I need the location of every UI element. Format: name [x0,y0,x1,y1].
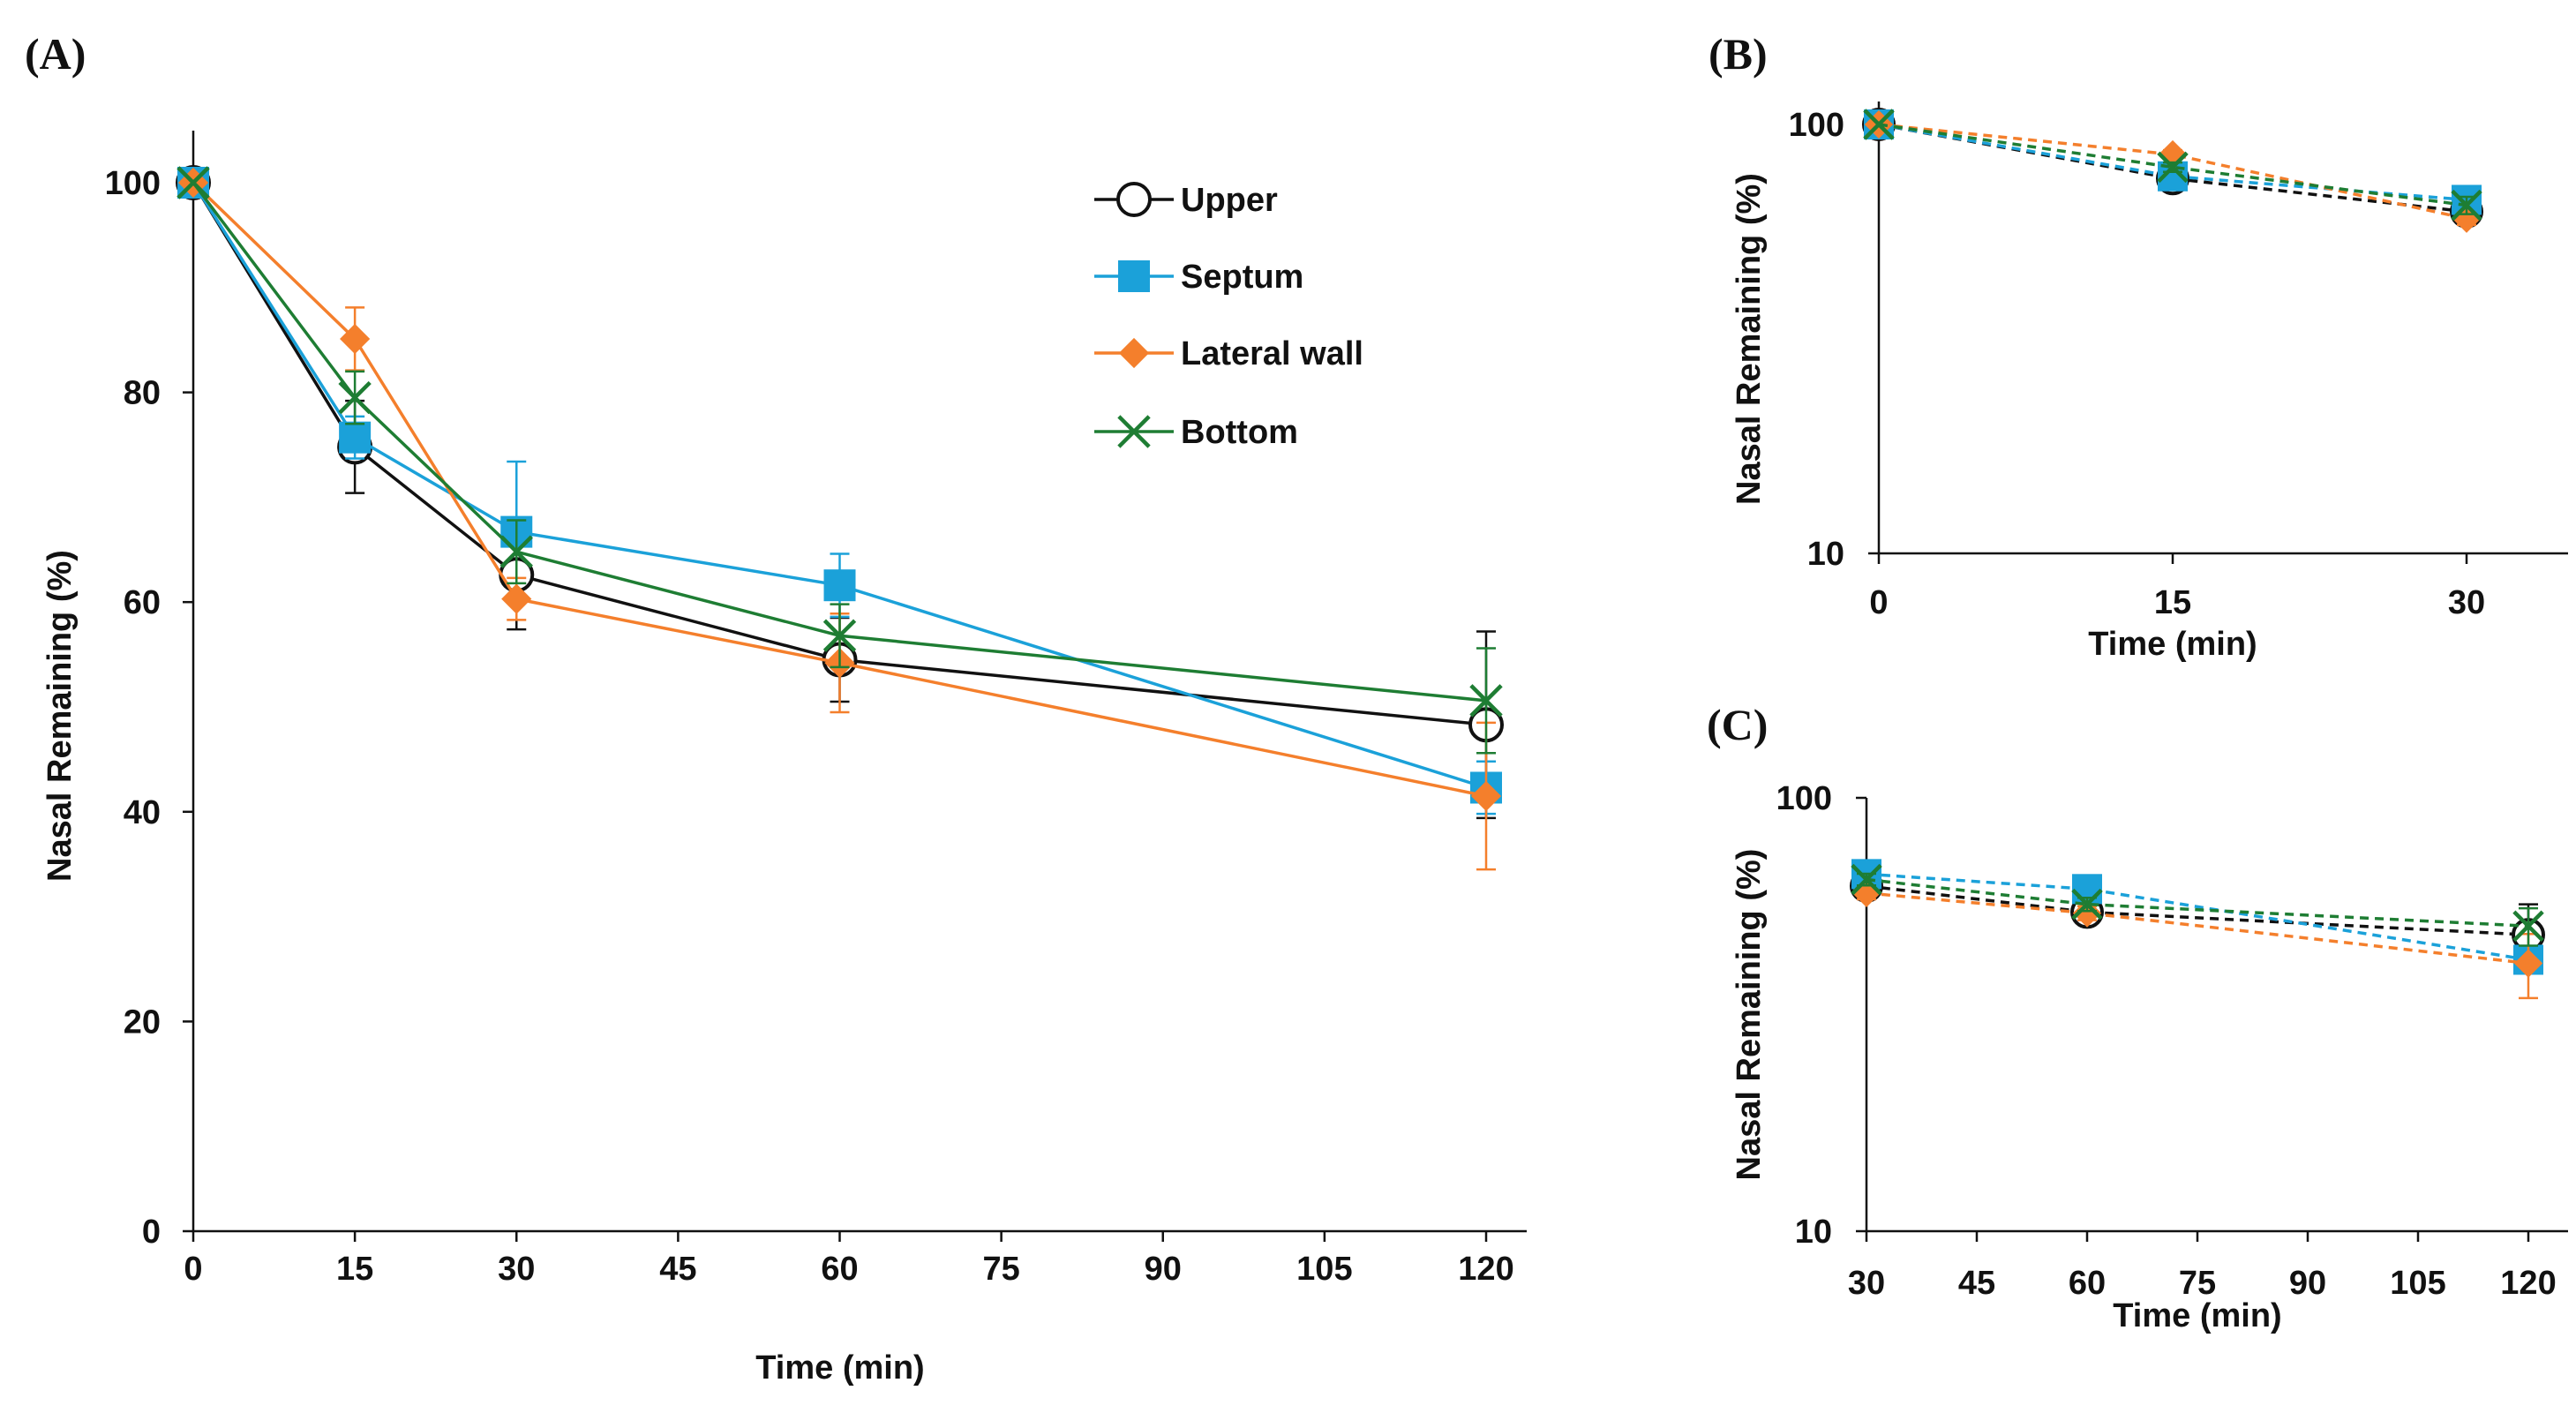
panel-a-point-septum [339,421,372,454]
panel-c-series-line-bottom [1866,877,2529,928]
panel-a-letter: (A) [25,29,86,79]
panel-c-x-tick-label: 120 [2500,1265,2556,1302]
legend-marker-septum [1118,260,1150,292]
panel-b-letter: (B) [1709,29,1768,79]
panel-b-point-bottom [2451,189,2482,222]
panel-c-point-bottom [1851,863,1882,896]
panel-a-x-axis-title: Time (min) [755,1349,924,1387]
panel-a-point-bottom [338,380,372,415]
panel-c-point-bottom [2512,910,2544,943]
panel-c-chart: 30 45 60 75 90 105 120 10 100 Time (min) Nasal Rem… [1731,780,2568,1334]
panel-a-point-bottom [176,166,210,199]
panel-a-y-tick-label: 20 [124,1003,161,1041]
panel-c-point-bottom [2071,888,2103,921]
panel-b-point-bottom [2157,151,2189,184]
panel-c-x-tick-label: 105 [2390,1265,2445,1302]
panel-a-x-tick-label: 0 [184,1251,202,1288]
panel-b-point-lateral [2452,204,2482,233]
panel-c-x-tick-label: 75 [2179,1265,2216,1302]
panel-a-x-tick-label: 105 [1296,1251,1352,1288]
panel-a-x-tick-label: 120 [1458,1251,1513,1288]
panel-c-x-tick-label: 90 [2289,1265,2326,1302]
panel-c-y-axis-title: Nasal Remaining (%) [1731,849,1768,1181]
panel-c-point-lateral [2513,949,2543,978]
panel-a-x-tick-label: 90 [1145,1251,1182,1288]
panel-a-y-tick-label: 60 [124,584,161,621]
panel-a-y-tick-label: 0 [142,1214,161,1251]
panel-a-x-tick-label: 75 [982,1251,1019,1288]
panel-a-x-tick-label: 60 [821,1251,858,1288]
legend-label-lateral: Lateral wall [1181,335,1363,372]
panel-a-point-bottom [1469,684,1503,718]
panel-a-point-bottom [499,535,533,568]
panel-a-point-lateral [1470,780,1502,812]
panel-a-y-tick-label: 80 [124,375,161,412]
panel-c-y-tick-label: 100 [1776,780,1832,817]
panel-b-chart: 0 15 30 10 100 Time (min) Nasal Remaining (%) [1731,101,2568,663]
panel-b-x-axis-title: Time (min) [2088,626,2257,663]
legend-label-upper: Upper [1181,182,1278,219]
panel-c-x-axis-title: Time (min) [2113,1297,2281,1334]
legend-label-septum: Septum [1181,259,1303,296]
panel-a-point-bottom [822,619,857,652]
panel-b-series-line-lateral [1878,123,2467,221]
legend-marker-lateral [1118,337,1150,369]
panel-a-x-tick-label: 15 [336,1251,373,1288]
panel-b-point-lateral [2158,139,2188,169]
panel-a-x-tick-label: 30 [498,1251,535,1288]
panel-b-x-tick-label: 30 [2448,584,2485,621]
panel-b-series-line-upper [1878,123,2467,214]
panel-b-x-tick-label: 0 [1869,584,1888,621]
panel-c-series-line-upper [1866,884,2529,936]
legend: Upper Septum Lateral wall Bottom [1094,182,1363,451]
panel-b-x-tick-label: 15 [2154,584,2191,621]
panel-b-y-axis-title: Nasal Remaining (%) [1731,173,1768,505]
panel-b-point-bottom [1863,109,1895,140]
panel-c-y-tick-label: 10 [1795,1214,1832,1251]
panel-b-y-tick-label: 100 [1789,107,1844,144]
panel-a-chart: 0 15 30 45 60 75 90 105 120 0 20 40 60 80 100 Time (min… [41,131,1527,1387]
panel-c-series-line-lateral [1866,891,2529,966]
panel-a-point-lateral [340,323,371,355]
panel-a-point-septum [823,569,856,602]
legend-label-bottom: Bottom [1181,414,1298,451]
panel-c-x-tick-label: 30 [1848,1265,1885,1302]
panel-a-y-tick-label: 100 [105,165,161,202]
panel-a-y-axis-title: Nasal Remaining (%) [41,550,79,882]
panel-a-x-tick-label: 45 [659,1251,696,1288]
panel-c-letter: (C) [1707,700,1768,749]
legend-marker-bottom [1117,415,1151,448]
panel-b-y-tick-label: 10 [1807,536,1844,573]
panel-a-y-tick-label: 40 [124,794,161,831]
panel-a-point-lateral [501,583,532,614]
panel-c-x-tick-label: 60 [2069,1265,2106,1302]
legend-marker-upper [1116,182,1152,217]
panel-c-x-tick-label: 45 [1958,1265,1995,1302]
